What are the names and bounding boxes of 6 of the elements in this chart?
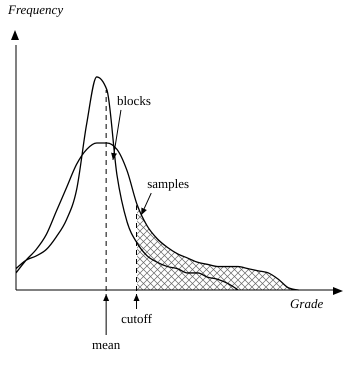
y-axis-title: Frequency [8,2,64,18]
text: cutoff [121,311,153,326]
x-axis-title: Grade [290,296,324,312]
series-label: samples [147,176,190,192]
text: mean [92,337,121,352]
series-label: blocks [116,92,151,108]
